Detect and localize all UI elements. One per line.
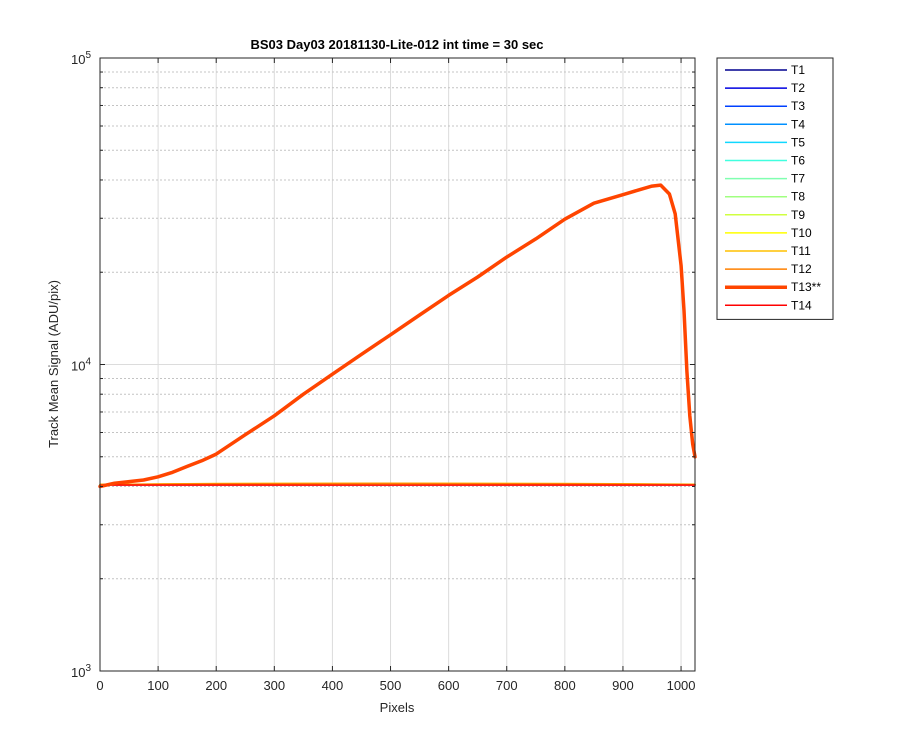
y-tick-label: 103 (71, 663, 91, 680)
y-tick-label: 105 (71, 50, 91, 67)
legend-label: T9 (791, 208, 805, 222)
grid (100, 58, 695, 671)
chart-title: BS03 Day03 20181130-Lite-012 int time = … (250, 37, 543, 52)
legend-box (716, 57, 834, 320)
x-tick-label: 900 (612, 678, 634, 693)
legend-label: T13** (791, 280, 821, 294)
series-line-t13 (98, 183, 697, 489)
legend-label: T14 (791, 298, 812, 312)
legend-label: T3 (791, 99, 805, 113)
x-tick-label: 0 (96, 678, 103, 693)
x-axis-label: Pixels (380, 700, 415, 715)
y-axis-label: Track Mean Signal (ADU/pix) (46, 280, 61, 448)
legend-label: T8 (791, 190, 805, 204)
ticks: 0 100 200 300 400 500 600 700 800 900 1000 103 104 10… (71, 50, 696, 693)
legend-label: T6 (791, 154, 805, 168)
x-tick-label: 200 (205, 678, 227, 693)
x-tick-label: 1000 (667, 678, 696, 693)
legend-label: T2 (791, 81, 805, 95)
x-tick-label: 800 (554, 678, 576, 693)
y-tick-label: 104 (71, 357, 91, 374)
x-tick-label: 600 (438, 678, 460, 693)
x-tick-label: 700 (496, 678, 518, 693)
x-tick-label: 400 (322, 678, 344, 693)
legend-label: T1 (791, 63, 805, 77)
x-tick-label: 300 (263, 678, 285, 693)
legend-label: T11 (791, 244, 811, 258)
x-tick-label: 100 (147, 678, 169, 693)
legend-label: T10 (791, 226, 812, 240)
legend: T1 T2 T3 T4 T5 T6 T7 T8 T9 T10 T11 T12 T13** T14 (716, 57, 834, 320)
series-line-t12 (99, 482, 696, 486)
legend-label: T5 (791, 135, 805, 149)
legend-label: T4 (791, 117, 805, 131)
x-tick-label: 500 (380, 678, 402, 693)
legend-label: T7 (791, 172, 805, 186)
legend-label: T12 (791, 262, 812, 276)
series-layer (98, 183, 697, 489)
